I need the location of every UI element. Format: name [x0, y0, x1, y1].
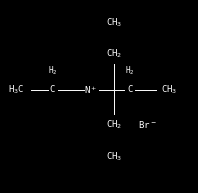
Text: H$_3$C: H$_3$C	[8, 84, 24, 96]
Text: N$^+$: N$^+$	[84, 84, 98, 96]
Text: Br$^-$: Br$^-$	[138, 119, 157, 130]
Text: CH$_3$: CH$_3$	[106, 150, 122, 163]
Text: H$_2$: H$_2$	[125, 64, 134, 77]
Text: C: C	[127, 85, 132, 94]
Text: CH$_3$: CH$_3$	[106, 17, 122, 29]
Text: C: C	[50, 85, 55, 94]
Text: CH$_3$: CH$_3$	[161, 84, 177, 96]
Text: CH$_2$: CH$_2$	[106, 118, 122, 131]
Text: CH$_2$: CH$_2$	[106, 48, 122, 60]
Text: H$_2$: H$_2$	[48, 64, 57, 77]
